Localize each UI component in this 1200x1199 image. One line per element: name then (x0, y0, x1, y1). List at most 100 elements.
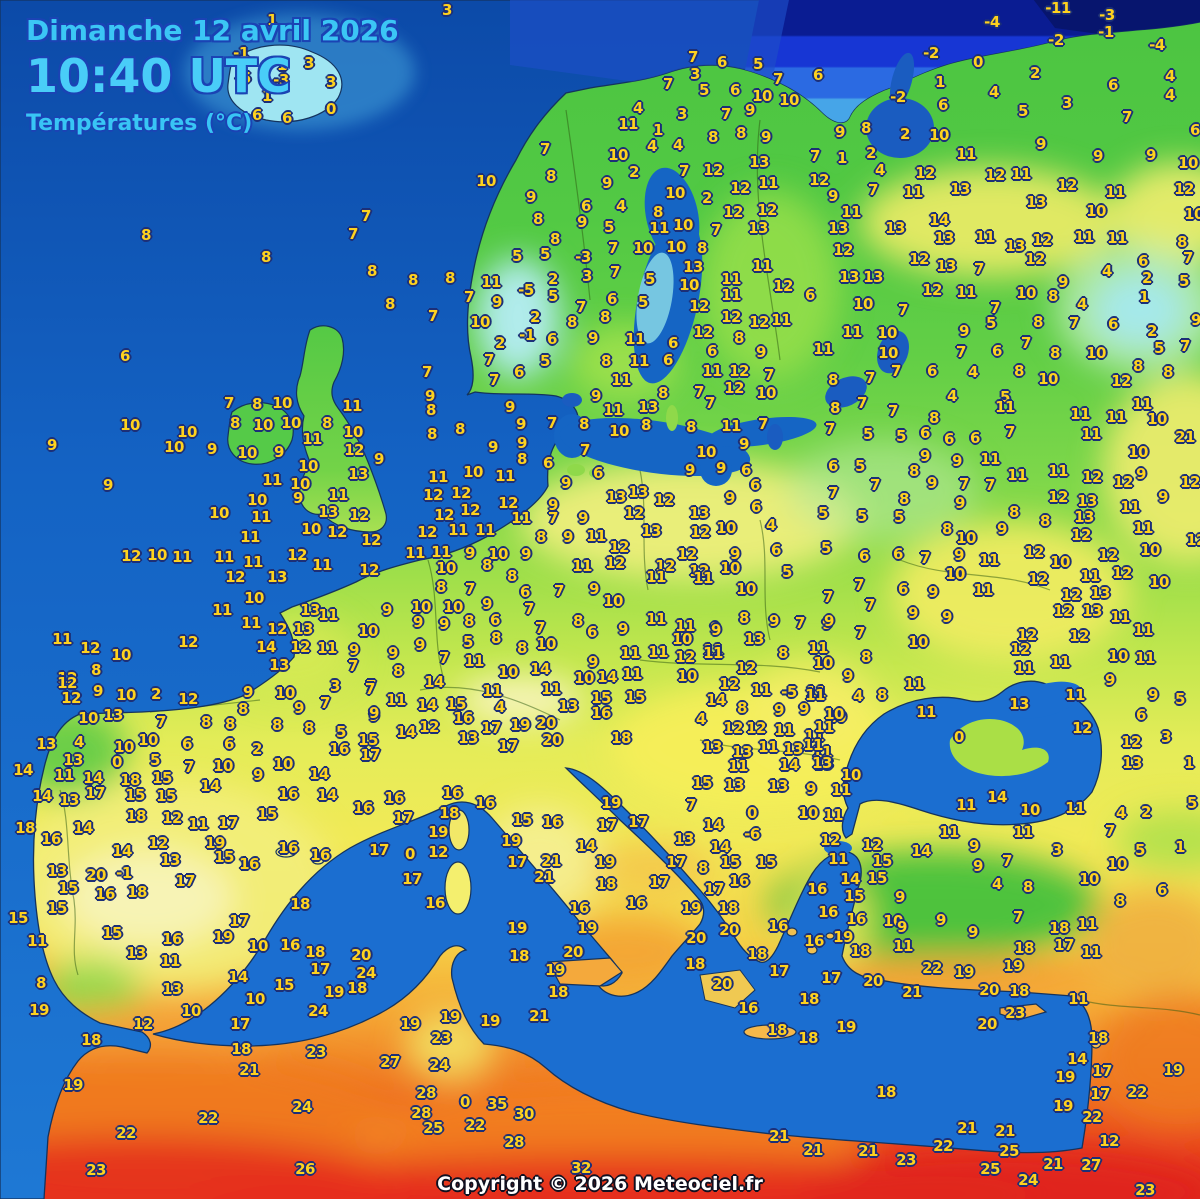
temp-label: 14 (576, 837, 596, 855)
temp-label: 7 (974, 260, 984, 278)
temp-label: 20 (719, 921, 739, 939)
temp-label: 10 (666, 238, 686, 256)
temp-label: 24 (356, 964, 376, 982)
temp-label: 8 (600, 308, 610, 326)
temp-label: 6 (813, 66, 823, 84)
temp-label: 6 (1108, 315, 1118, 333)
temp-label: 11 (648, 643, 668, 661)
temp-label: 3 (304, 54, 314, 72)
temp-label: 7 (764, 366, 774, 384)
temp-label: 11 (728, 757, 748, 775)
temp-label: 0 (747, 804, 757, 822)
temp-label: 6 (663, 351, 673, 369)
temp-label: 17 (628, 813, 648, 831)
temp-label: 13 (606, 488, 626, 506)
temp-label: 14 (530, 660, 550, 678)
temp-label: 23 (896, 1151, 916, 1169)
temp-label: 13 (812, 754, 832, 772)
temp-label: 5 (463, 633, 473, 651)
temp-label: 15 (274, 976, 294, 994)
temp-label: 11 (586, 527, 606, 545)
temp-label: 7 (464, 288, 474, 306)
temp-label: 1 (1175, 838, 1185, 856)
temp-label: 16 (804, 932, 824, 950)
temp-label: 13 (783, 740, 803, 758)
temp-label: 17 (310, 960, 330, 978)
temp-label: 13 (47, 862, 67, 880)
temp-label: 12 (1025, 250, 1045, 268)
temp-label: 13 (1009, 695, 1029, 713)
temp-label: 4 (647, 137, 657, 155)
temp-label: 9 (548, 496, 558, 514)
temp-label: 0 (326, 100, 336, 118)
temp-label: 2 (866, 144, 876, 162)
temp-label: 3 (442, 1, 452, 19)
temp-label: 9 (1093, 147, 1103, 165)
temp-label: -3 (273, 71, 289, 89)
temp-label: 11 (27, 932, 47, 950)
temp-label: 20 (977, 1015, 997, 1033)
temp-label: 11 (842, 323, 862, 341)
temp-label: 10 (181, 1002, 201, 1020)
temp-label: 5 (1179, 272, 1189, 290)
temp-label: 13 (1090, 584, 1110, 602)
temp-label: 10 (116, 686, 136, 704)
temp-label: 22 (1082, 1108, 1102, 1126)
temp-label: 5 (638, 293, 648, 311)
temp-label: 6 (543, 454, 553, 472)
temp-label: 6 (771, 541, 781, 559)
temp-label: 18 (126, 807, 146, 825)
temp-label: 18 (799, 990, 819, 1008)
temp-label: 16 (818, 903, 838, 921)
temp-label: 6 (120, 347, 130, 365)
temp-label: 20 (536, 714, 556, 732)
temp-label: 10 (633, 239, 653, 257)
temp-label: 25 (999, 1142, 1019, 1160)
temp-label: 17 (1090, 1085, 1110, 1103)
black-sea (824, 680, 1102, 855)
temp-label: 8 (201, 713, 211, 731)
temp-label: 10 (716, 519, 736, 537)
temp-label: 11 (328, 486, 348, 504)
temp-label: 12 (746, 719, 766, 737)
temp-label: 7 (1180, 337, 1190, 355)
temp-label: 9 (969, 837, 979, 855)
temp-label: 8 (1009, 503, 1019, 521)
temp-label: 18 (509, 947, 529, 965)
temp-label: 5 (699, 81, 709, 99)
temp-label: 10 (275, 684, 295, 702)
temp-label: 8 (1115, 892, 1125, 910)
temp-label: 14 (256, 638, 276, 656)
temp-label: 19 (836, 1018, 856, 1036)
temp-label: 8 (877, 686, 887, 704)
temp-label: 8 (517, 639, 527, 657)
temp-label: 7 (865, 369, 875, 387)
temp-label: 15 (102, 924, 122, 942)
temp-label: 14 (83, 769, 103, 787)
temp-label: 11 (312, 556, 332, 574)
temp-label: 20 (86, 866, 106, 884)
temp-label: 7 (990, 299, 1000, 317)
temp-label: 16 (475, 794, 495, 812)
temp-label: 11 (1074, 228, 1094, 246)
temp-label: 15 (872, 852, 892, 870)
temp-label: 5 (150, 751, 160, 769)
temp-label: 8 (536, 528, 546, 546)
temp-label: 10 (443, 598, 463, 616)
temp-label: 4 (616, 197, 626, 215)
temp-label: 1 (935, 73, 945, 91)
temp-label: 6 (893, 545, 903, 563)
temp-label: 20 (863, 972, 883, 990)
temp-label: 12 (909, 250, 929, 268)
temp-label: 19 (954, 963, 974, 981)
temp-label: 13 (269, 656, 289, 674)
temp-label: 6 (938, 96, 948, 114)
temp-label: 17 (360, 746, 380, 764)
temp-label: 10 (138, 731, 158, 749)
temp-label: 11 (813, 340, 833, 358)
temp-label: 3 (677, 105, 687, 123)
temp-label: 16 (768, 917, 788, 935)
temp-label: 15 (156, 787, 176, 805)
temp-label: 11 (1081, 425, 1101, 443)
temp-label: 18 (15, 819, 35, 837)
